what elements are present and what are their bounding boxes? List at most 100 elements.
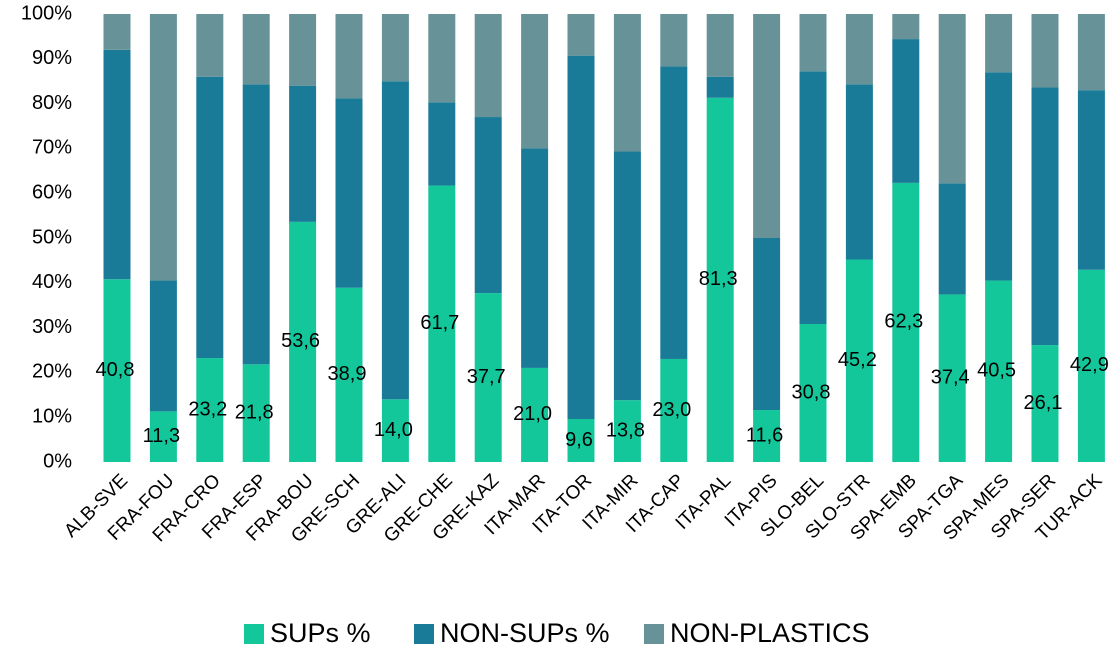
bar-segment xyxy=(428,102,456,186)
legend-label: SUPs % xyxy=(270,618,371,648)
bar-segment xyxy=(1031,345,1059,462)
bar-segment xyxy=(845,259,873,462)
bar-segment xyxy=(381,399,409,462)
bar-segment xyxy=(381,81,409,400)
bar-segment xyxy=(613,14,641,152)
data-label: 61,7 xyxy=(420,312,459,334)
data-label: 37,4 xyxy=(931,367,970,389)
bar-segment xyxy=(381,14,409,82)
bar-segment xyxy=(474,14,502,118)
bar-segment xyxy=(1077,14,1105,91)
bar-segment xyxy=(985,14,1013,73)
legend-swatch xyxy=(244,624,264,644)
data-label: 42,9 xyxy=(1070,354,1108,376)
bar-segment xyxy=(660,66,688,359)
bar-segment xyxy=(103,279,131,462)
bar-segment xyxy=(521,14,549,149)
bar-segment xyxy=(892,182,920,462)
data-label: 11,3 xyxy=(143,425,180,447)
bar-segment xyxy=(521,148,549,368)
bar-segment xyxy=(706,14,734,77)
bar-segment xyxy=(103,49,131,280)
data-label: 30,8 xyxy=(792,381,831,403)
y-tick-label: 20% xyxy=(32,361,72,383)
bar-segment xyxy=(289,14,317,86)
bar-segment xyxy=(196,358,224,462)
bar-segment xyxy=(567,418,595,462)
bar-segment xyxy=(521,367,549,462)
y-tick-label: 0% xyxy=(43,450,72,472)
y-tick-label: 40% xyxy=(32,271,72,293)
bar-segment xyxy=(799,324,827,462)
bar-segment xyxy=(242,14,270,85)
y-tick-label: 70% xyxy=(32,137,72,159)
data-label: 21,8 xyxy=(235,401,274,423)
bar-segment xyxy=(938,14,966,184)
bar-segment xyxy=(567,55,595,419)
bar-segment xyxy=(1077,269,1105,462)
bar-segment xyxy=(335,14,363,99)
bar-segment xyxy=(242,84,270,365)
bar-segment xyxy=(196,14,224,77)
bar-segment xyxy=(474,293,502,462)
data-label: 14,0 xyxy=(374,419,413,441)
bar-segment xyxy=(335,287,363,462)
data-label: 37,7 xyxy=(467,366,506,388)
data-label: 62,3 xyxy=(884,311,923,333)
bar-segment xyxy=(753,14,781,238)
bar-segment xyxy=(845,84,873,260)
y-tick-label: 50% xyxy=(32,226,72,248)
bar-segment xyxy=(289,85,317,222)
bar-segment xyxy=(892,14,920,40)
y-tick-label: 60% xyxy=(32,181,72,203)
bar-segment xyxy=(474,117,502,294)
bar-segment xyxy=(242,364,270,462)
bar-segment xyxy=(428,185,456,463)
bar-segment xyxy=(1031,14,1059,88)
bar-segment xyxy=(938,183,966,295)
legend-label: NON-SUPs % xyxy=(440,618,610,648)
data-label: 38,9 xyxy=(328,363,367,385)
bar-segment xyxy=(613,151,641,401)
bar-segment xyxy=(567,14,595,56)
bar-segment xyxy=(938,294,966,462)
y-tick-label: 90% xyxy=(32,47,72,69)
data-label: 13,8 xyxy=(606,419,645,441)
bar-segment xyxy=(335,98,363,288)
bar-segment xyxy=(892,39,920,183)
bar-segment xyxy=(706,97,734,462)
bar-segment xyxy=(799,71,827,325)
data-label: 21,0 xyxy=(513,403,552,425)
data-label: 26,1 xyxy=(1024,392,1063,414)
bar-segment xyxy=(845,14,873,85)
data-label: 81,3 xyxy=(699,268,738,290)
bar-segment xyxy=(753,238,781,411)
bar-segment xyxy=(985,72,1013,281)
bar-segment xyxy=(799,14,827,72)
bar-segment xyxy=(660,14,688,67)
bar-segment xyxy=(149,411,177,462)
bar-segment xyxy=(985,280,1013,462)
bar-segment xyxy=(149,14,177,281)
bar-segment xyxy=(428,14,456,103)
data-label: 40,5 xyxy=(977,360,1016,382)
bar-segment xyxy=(613,400,641,462)
bar-segment xyxy=(1077,90,1105,270)
bar-segment xyxy=(289,221,317,462)
bar-segment xyxy=(753,410,781,462)
data-label: 23,2 xyxy=(188,398,227,420)
legend-swatch xyxy=(414,624,434,644)
bar-segment xyxy=(706,76,734,98)
bar-segment xyxy=(196,76,224,359)
bar-segment xyxy=(1031,87,1059,346)
data-label: 40,8 xyxy=(96,359,135,381)
y-tick-label: 10% xyxy=(32,405,72,427)
bar-segment xyxy=(103,14,131,50)
data-label: 11,6 xyxy=(746,424,783,446)
y-tick-label: 100% xyxy=(21,2,72,24)
bar-segment xyxy=(149,280,177,412)
legend-swatch xyxy=(644,624,664,644)
y-tick-label: 30% xyxy=(32,316,72,338)
legend-label: NON-PLASTICS xyxy=(670,618,870,648)
